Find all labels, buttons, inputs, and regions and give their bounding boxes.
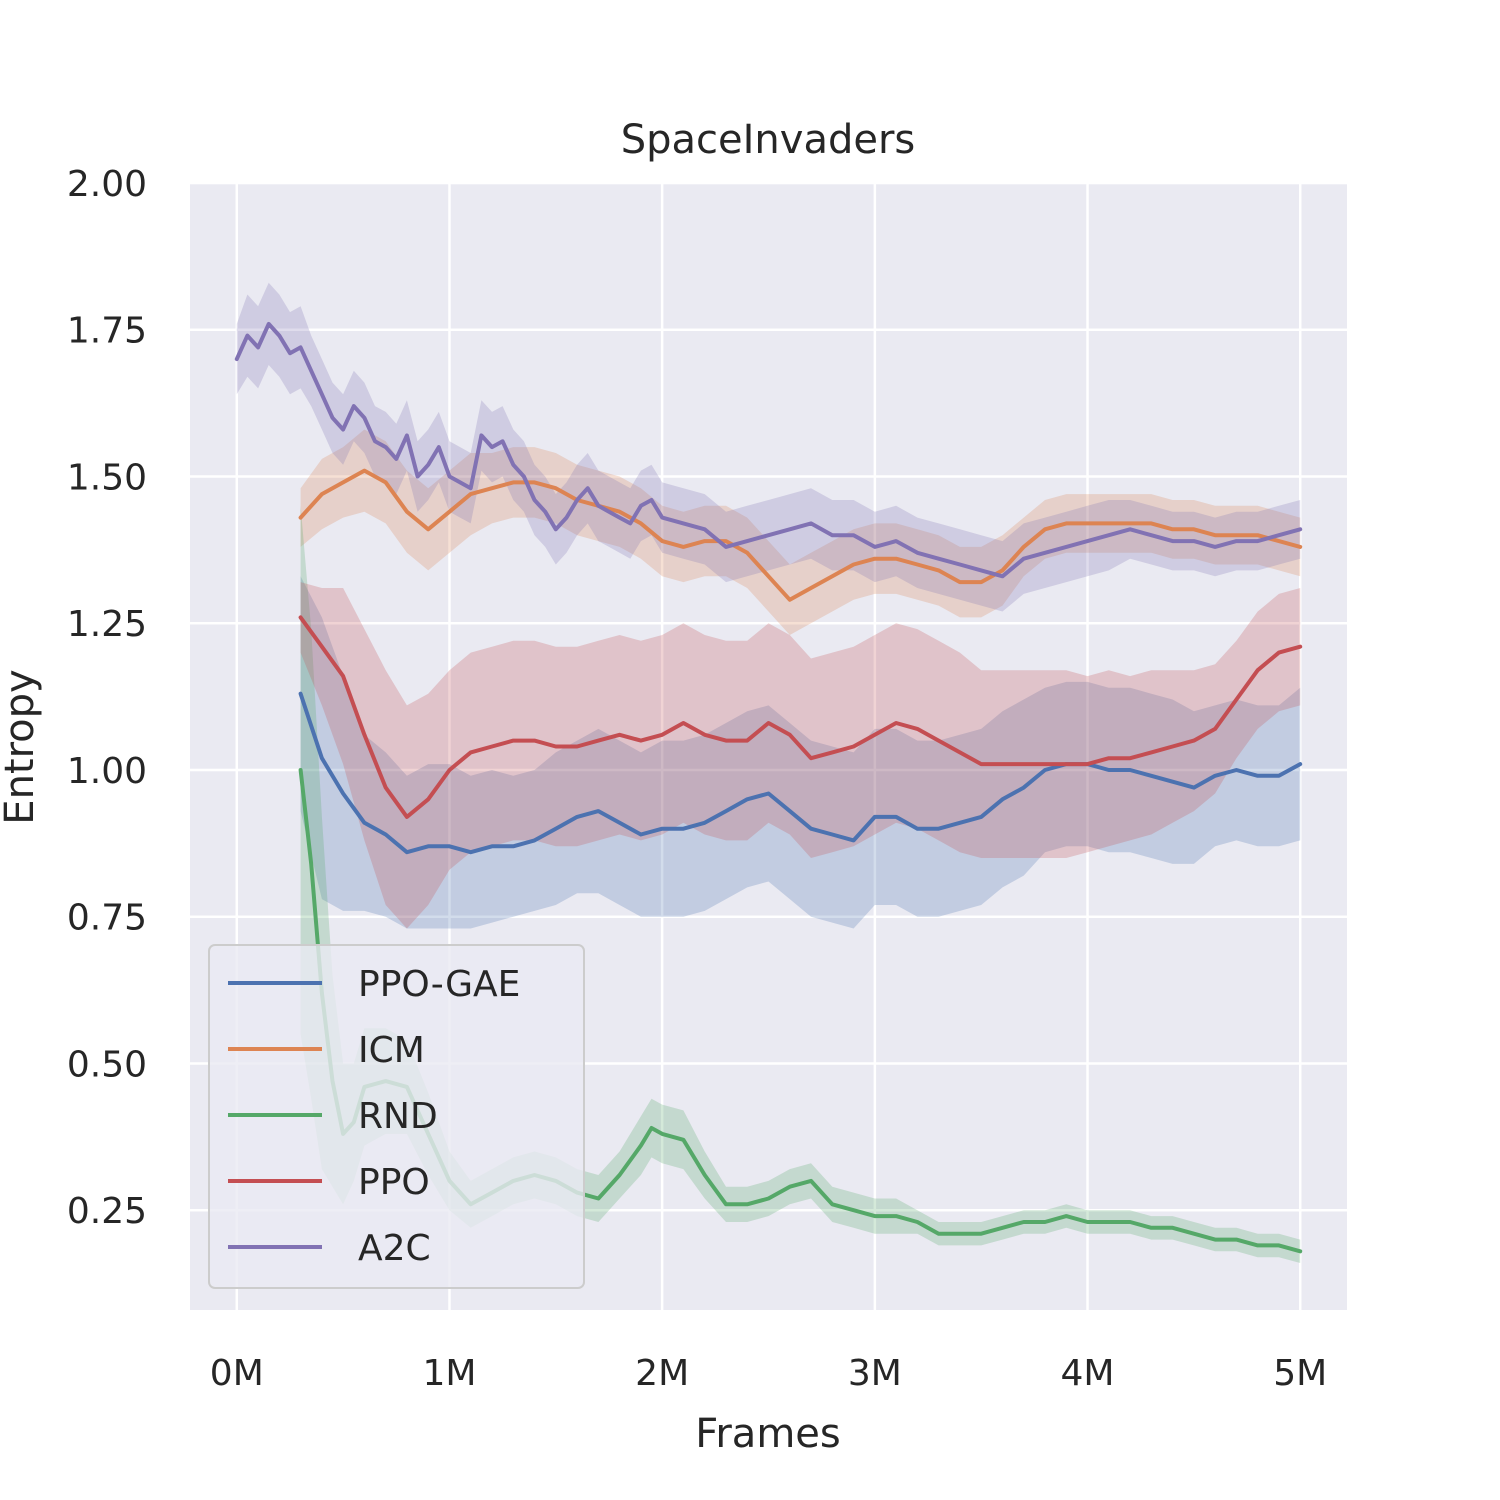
chart-title: SpaceInvaders — [621, 117, 916, 163]
legend-label: A2C — [358, 1228, 431, 1269]
line-ppo-gae — [298, 691, 1303, 855]
grid — [190, 181, 1347, 1310]
y-axis-label: Entropy — [0, 669, 43, 824]
confidence-bands — [236, 282, 1301, 1263]
legend: PPO-GAE ICM RND PPO A2C — [208, 944, 585, 1289]
line-icm — [298, 468, 1303, 602]
y-tick-label: 2.00 — [67, 164, 147, 205]
band-ppo — [300, 582, 1301, 929]
x-axis-label: Frames — [695, 1411, 840, 1457]
legend-label: PPO — [358, 1162, 430, 1203]
line-ppo — [298, 615, 1303, 819]
y-tick-label: 0.50 — [67, 1044, 147, 1085]
y-tick-label: 0.75 — [67, 898, 147, 939]
legend-label: ICM — [358, 1030, 425, 1071]
band-icm — [300, 429, 1301, 635]
legend-frame — [208, 944, 585, 1289]
x-tick-label: 1M — [422, 1353, 476, 1394]
y-tick-label: 1.25 — [67, 604, 147, 645]
x-tick-label: 4M — [1061, 1353, 1115, 1394]
legend-label: RND — [358, 1096, 438, 1137]
line-a2c — [234, 321, 1303, 579]
legend-label: PPO-GAE — [358, 964, 520, 1005]
y-tick-label: 1.75 — [67, 311, 147, 352]
y-tick-label: 1.50 — [67, 457, 147, 498]
series-lines — [234, 321, 1303, 1254]
x-tick-label: 5M — [1273, 1353, 1327, 1394]
y-tick-label: 0.25 — [67, 1191, 147, 1232]
x-tick-label: 2M — [635, 1353, 689, 1394]
x-tick-label: 0M — [210, 1353, 264, 1394]
band-a2c — [236, 282, 1301, 612]
band-ppo-gae — [300, 576, 1301, 929]
x-tick-label: 3M — [848, 1353, 902, 1394]
y-tick-label: 1.00 — [67, 751, 147, 792]
tick-labels: 0M 1M 2M 3M 4M 5M 0.25 0.50 0.75 1.00 1.25 1.50 1.75… — [67, 164, 1327, 1394]
